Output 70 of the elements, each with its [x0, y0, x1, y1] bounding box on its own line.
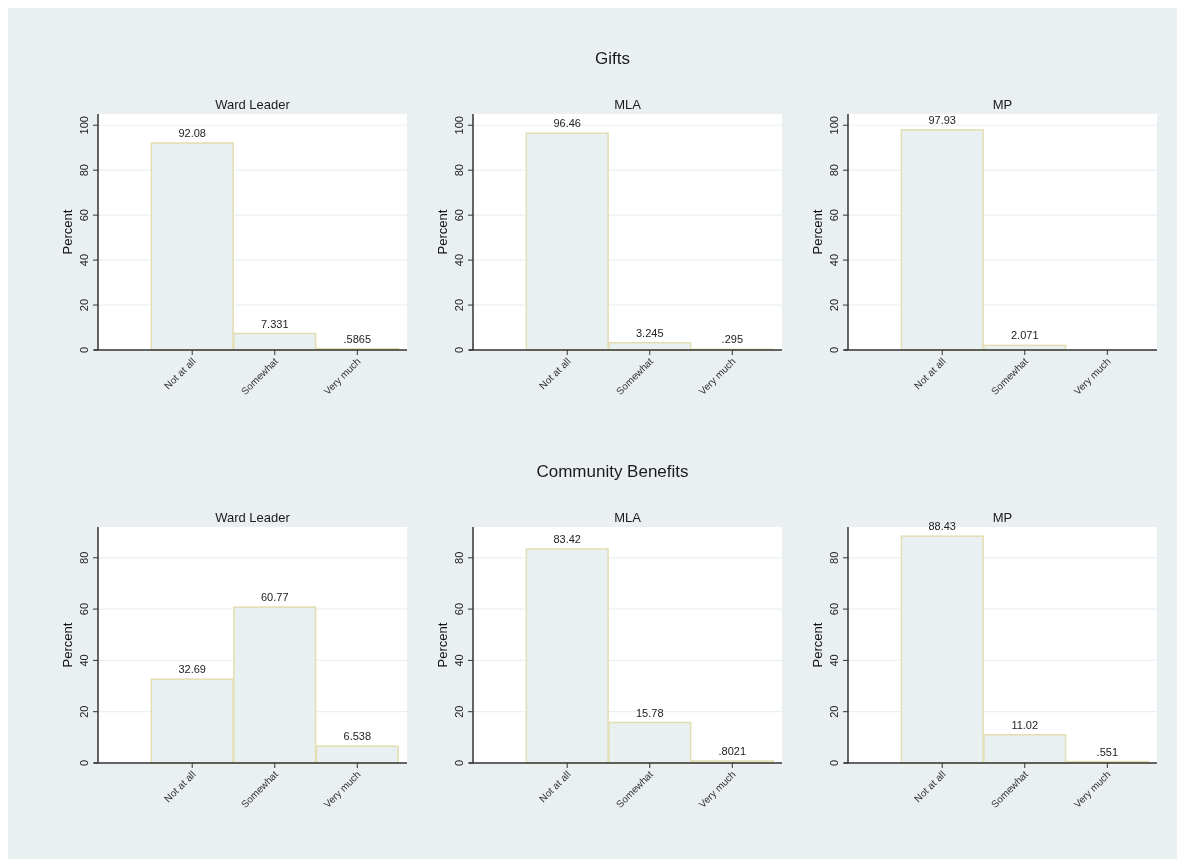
x-tick-label: Not at all	[911, 355, 948, 392]
y-axis-title: Percent	[810, 209, 825, 255]
y-tick-label: 100	[828, 116, 840, 135]
chart-title: Ward Leader	[215, 97, 291, 112]
x-tick-label: Not at all	[161, 355, 198, 392]
chart-title: MLA	[614, 510, 642, 525]
y-tick-label: 0	[828, 346, 840, 354]
data-label: 97.93	[928, 113, 956, 126]
data-label: 32.69	[178, 663, 206, 676]
data-label: 88.43	[928, 520, 956, 533]
data-label: 3.245	[636, 326, 664, 339]
y-tick-label: 60	[828, 602, 840, 616]
y-tick-label: 100	[453, 116, 465, 135]
y-tick-label: 80	[78, 164, 90, 177]
y-tick-label: 20	[828, 298, 840, 312]
y-tick-label: 40	[828, 253, 840, 267]
y-axis-title: Percent	[435, 622, 450, 668]
data-label: 6.538	[343, 730, 372, 743]
y-axis-title: Percent	[810, 622, 825, 668]
y-axis-title: Percent	[60, 622, 75, 668]
y-tick-label: 40	[78, 654, 90, 667]
y-tick-label: 20	[453, 705, 465, 718]
data-label: 11.02	[1011, 718, 1039, 731]
y-tick-label: 40	[453, 253, 465, 267]
data-label: 2.071	[1011, 329, 1039, 342]
text: Community Benefits	[536, 462, 689, 481]
data-label: 96.46	[553, 117, 581, 130]
text: Gifts	[595, 49, 630, 68]
y-tick-label: 80	[453, 164, 465, 177]
y-tick-label: 60	[78, 602, 90, 616]
y-tick-label: 20	[453, 298, 465, 312]
y-tick-label: 20	[78, 298, 90, 312]
chart-title: MLA	[614, 97, 642, 112]
data-label: 92.08	[178, 127, 206, 140]
y-tick-label: 60	[78, 209, 90, 222]
chart-title: Ward Leader	[215, 510, 291, 525]
data-label: 15.78	[636, 706, 664, 719]
x-tick-label: Not at all	[536, 355, 573, 392]
y-tick-label: 60	[828, 209, 840, 222]
y-tick-label: 60	[453, 209, 465, 222]
y-axis-title: Percent	[60, 209, 75, 255]
y-tick-label: 0	[453, 759, 465, 767]
x-tick-label: Not at all	[911, 768, 948, 805]
chart-title: MP	[992, 510, 1013, 525]
data-label: 7.331	[261, 317, 289, 330]
x-tick-label: Not at all	[536, 768, 573, 805]
x-tick-label: Not at all	[161, 768, 198, 805]
data-label: 60.77	[261, 591, 289, 604]
y-tick-label: 100	[78, 116, 90, 135]
y-tick-label: 0	[828, 759, 840, 767]
y-tick-label: 0	[78, 759, 90, 767]
y-tick-label: 80	[828, 164, 840, 177]
y-tick-label: 0	[453, 346, 465, 354]
y-tick-label: 0	[78, 346, 90, 354]
y-tick-label: 40	[78, 253, 90, 267]
y-tick-label: 40	[453, 654, 465, 667]
data-label: .551	[1096, 745, 1119, 758]
y-tick-label: 80	[78, 551, 90, 564]
y-tick-label: 40	[828, 654, 840, 667]
y-tick-label: 60	[453, 602, 465, 616]
y-tick-label: 80	[453, 551, 465, 564]
y-tick-label: 20	[78, 705, 90, 718]
data-label: .5865	[343, 332, 372, 345]
y-axis-title: Percent	[435, 209, 450, 255]
data-label: 83.42	[553, 533, 581, 546]
y-tick-label: 20	[828, 705, 840, 718]
chart-title: MP	[992, 97, 1013, 112]
y-tick-label: 80	[828, 551, 840, 564]
data-label: .8021	[718, 744, 747, 757]
data-label: .295	[721, 333, 744, 346]
